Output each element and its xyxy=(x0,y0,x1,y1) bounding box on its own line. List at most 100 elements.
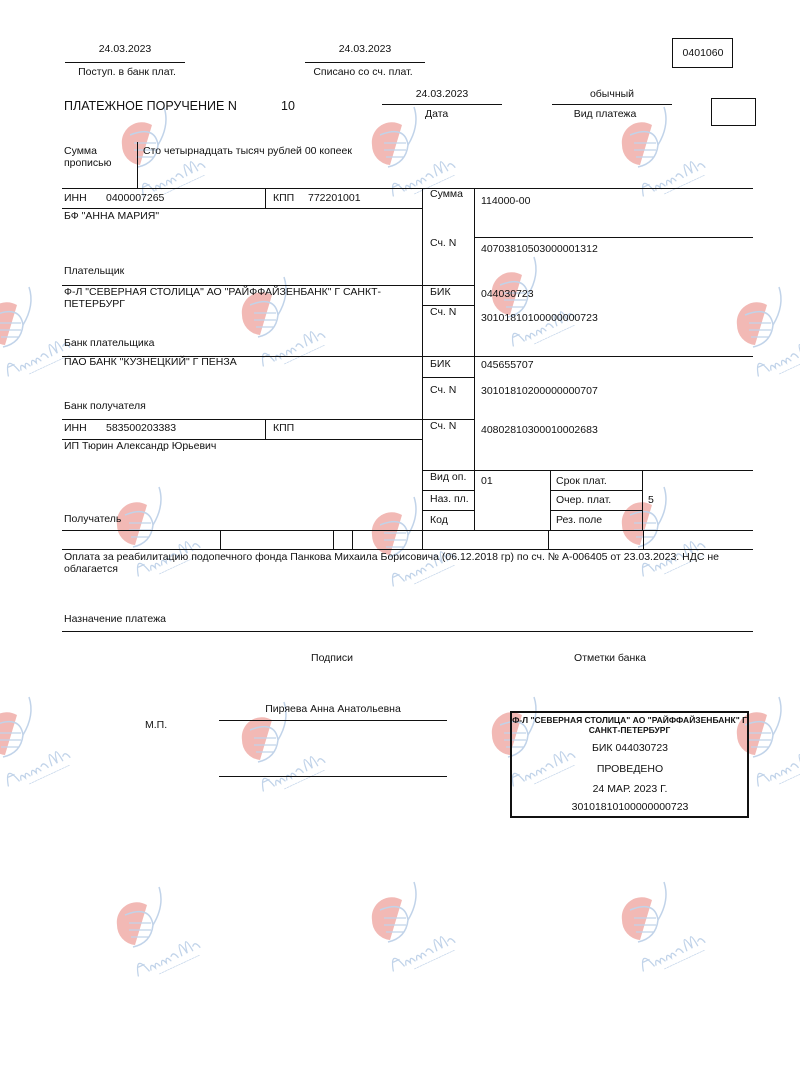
watermark-logo xyxy=(600,870,720,980)
due-label: Срок плат. xyxy=(556,475,607,487)
reserve-label: Рез. поле xyxy=(556,514,603,526)
payer-inn-label: ИНН xyxy=(64,192,87,204)
divider xyxy=(62,188,753,189)
watermark-logo xyxy=(470,245,590,355)
divider xyxy=(474,188,475,530)
amount-words-label: Сумма xyxy=(64,145,97,157)
divider xyxy=(422,305,474,306)
payer-account-label: Сч. N xyxy=(430,237,457,249)
signatures-label: Подписи xyxy=(311,652,353,664)
payee-bank-account: 30101810200000000707 xyxy=(481,385,598,397)
divider xyxy=(62,439,422,440)
form-code-box: 0401060 xyxy=(672,38,733,68)
divider xyxy=(62,631,753,632)
purpose-text: Оплата за реабилитацию подопечного фонда… xyxy=(64,551,719,575)
payee-bank-label: Банк получателя xyxy=(64,400,146,412)
divider xyxy=(333,530,334,550)
amount-label: Сумма xyxy=(430,188,463,200)
received-label: Поступ. в банк плат. xyxy=(78,66,176,78)
signature-line xyxy=(219,720,447,721)
divider xyxy=(642,470,643,530)
payment-type: обычный xyxy=(589,88,635,100)
op-type-label: Вид оп. xyxy=(430,471,467,483)
signature-line xyxy=(219,776,447,777)
page-title: ПЛАТЕЖНОЕ ПОРУЧЕНИЕ N xyxy=(64,99,237,113)
payee-bank-name: ПАО БАНК "КУЗНЕЦКИЙ" Г ПЕНЗА xyxy=(64,356,237,368)
payer-bik-label: БИК xyxy=(430,286,451,298)
amount-words: Сто четырнадцать тысяч рублей 00 копеек xyxy=(143,145,352,157)
watermark-logo xyxy=(715,275,800,385)
amount: 114000-00 xyxy=(481,195,531,207)
divider xyxy=(62,419,474,420)
payer-inn: 0400007265 xyxy=(106,192,165,204)
stamp-account: 30101810100000000723 xyxy=(571,801,689,813)
divider xyxy=(550,470,551,530)
divider xyxy=(65,62,185,63)
divider xyxy=(422,490,474,491)
payee-label: Получатель xyxy=(64,513,122,525)
watermark-logo xyxy=(220,265,340,375)
divider xyxy=(62,208,422,209)
empty-box xyxy=(711,98,756,126)
date-label: Дата xyxy=(425,108,449,120)
divider xyxy=(382,104,502,105)
divider xyxy=(552,104,672,105)
divider xyxy=(422,188,423,530)
payer-bank-account: 30101810100000000723 xyxy=(481,312,598,324)
divider xyxy=(62,530,753,531)
received-date: 24.03.2023 xyxy=(98,43,152,55)
watermark-logo xyxy=(350,870,470,980)
divider xyxy=(265,188,266,208)
payee-account-label: Сч. N xyxy=(430,420,457,432)
divider xyxy=(474,237,753,238)
payee-name: ИП Тюрин Александр Юрьевич xyxy=(64,440,217,452)
divider xyxy=(352,530,353,550)
payer-name: БФ "АННА МАРИЯ" xyxy=(64,210,160,222)
payer-bank-label: Банк плательщика xyxy=(64,337,155,349)
payee-bank-account-label: Сч. N xyxy=(430,384,457,396)
priority: 5 xyxy=(648,494,654,506)
op-type: 01 xyxy=(481,475,493,487)
payer-bank-account-label: Сч. N xyxy=(430,306,457,318)
purpose-label: Назначение платежа xyxy=(64,613,166,625)
amount-words-label: прописью xyxy=(64,157,112,169)
divider xyxy=(62,549,753,550)
signer-name: Пиряева Анна Анатольевна xyxy=(265,703,401,715)
watermark-logo xyxy=(95,875,215,985)
purpose-code-label: Наз. пл. xyxy=(430,493,469,505)
code-label: Код xyxy=(430,514,448,526)
watermark-logo xyxy=(0,685,85,795)
stamp-status: ПРОВЕДЕНО xyxy=(596,763,664,775)
stamp-date: 24 МАР. 2023 Г. xyxy=(592,783,668,795)
bank-marks-label: Отметки банка xyxy=(574,652,646,664)
debited-label: Списано со сч. плат. xyxy=(313,66,413,78)
divider xyxy=(422,530,423,550)
divider xyxy=(422,470,753,471)
seal-label: М.П. xyxy=(145,719,168,731)
payer-label: Плательщик xyxy=(64,265,125,277)
priority-label: Очер. плат. xyxy=(556,494,612,506)
payer-kpp-label: КПП xyxy=(273,192,295,204)
divider xyxy=(62,285,474,286)
payer-bik: 044030723 xyxy=(481,288,534,300)
payer-bank-name: Ф-Л "СЕВЕРНАЯ СТОЛИЦА" АО "РАЙФФАЙЗЕНБАН… xyxy=(64,286,381,298)
divider xyxy=(643,530,644,550)
divider xyxy=(422,377,474,378)
order-date: 24.03.2023 xyxy=(415,88,469,100)
divider xyxy=(550,510,642,511)
divider xyxy=(137,142,138,188)
payee-kpp-label: КПП xyxy=(273,422,295,434)
payee-inn-label: ИНН xyxy=(64,422,87,434)
divider xyxy=(265,419,266,439)
payer-kpp: 772201001 xyxy=(308,192,361,204)
stamp-bik: БИК 044030723 xyxy=(591,742,669,754)
stamp-bank: Ф-Л "СЕВЕРНАЯ СТОЛИЦА" АО "РАЙФФАЙЗЕНБАН… xyxy=(512,715,747,735)
payer-account: 40703810503000001312 xyxy=(481,243,598,255)
payee-account: 40802810300010002683 xyxy=(481,424,598,436)
divider xyxy=(62,356,753,357)
payer-bank-name: ПЕТЕРБУРГ xyxy=(64,298,125,310)
payee-bik: 045655707 xyxy=(481,359,534,371)
divider xyxy=(422,510,474,511)
form-code: 0401060 xyxy=(682,47,724,59)
